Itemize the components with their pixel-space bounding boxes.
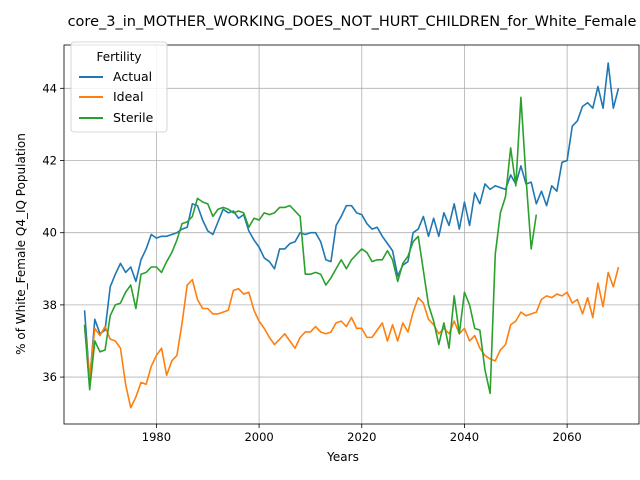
x-tick-label: 2020 (347, 430, 376, 444)
grid-lines (64, 45, 639, 424)
series-line-actual (83, 62, 620, 382)
y-axis-ticks: 36 38 40 42 44 (42, 81, 64, 384)
legend-title: Fertility (96, 50, 141, 64)
legend: Fertility Actual Ideal Sterile (70, 41, 168, 133)
legend-label-ideal: Ideal (113, 89, 143, 104)
y-tick-label: 36 (42, 370, 57, 384)
x-axis-ticks: 1980 2000 2020 2040 2060 (142, 424, 582, 444)
series-lines (83, 62, 620, 409)
legend-label-actual: Actual (113, 69, 152, 84)
plot-frame (63, 44, 640, 425)
x-axis-label: Years (326, 450, 359, 464)
x-tick-label: 1980 (142, 430, 171, 444)
x-tick-label: 2060 (552, 430, 581, 444)
chart-title: core_3_in_MOTHER_WORKING_DOES_NOT_HURT_C… (68, 14, 637, 30)
series-line-sterile (83, 96, 538, 395)
y-tick-label: 44 (42, 81, 57, 95)
series-line-ideal (83, 266, 620, 409)
x-tick-label: 2040 (450, 430, 479, 444)
legend-label-sterile: Sterile (113, 110, 154, 125)
x-tick-label: 2000 (244, 430, 273, 444)
y-tick-label: 38 (42, 298, 57, 312)
y-axis-label: % of White_Female Q4_IQ Population (14, 133, 28, 355)
legend-box (70, 41, 168, 133)
y-tick-label: 40 (42, 226, 57, 240)
y-tick-label: 42 (42, 154, 57, 168)
